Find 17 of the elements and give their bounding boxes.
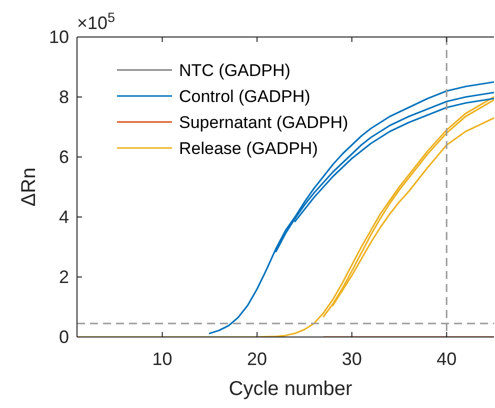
- legend-label: Supernatant (GADPH): [179, 113, 348, 132]
- y-tick-label: 2: [58, 267, 69, 287]
- x-axis-title: Cycle number: [228, 378, 353, 400]
- legend-label: Control (GADPH): [179, 87, 310, 106]
- y-tick-label: 4: [58, 207, 69, 227]
- y-tick-label: 8: [58, 87, 69, 107]
- text: ×10$^{5}$: [77, 10, 116, 33]
- y-tick-label: 0: [58, 327, 69, 347]
- x-tick-label: 40: [436, 349, 457, 369]
- x-tick-label: 30: [342, 349, 362, 369]
- legend-label: NTC (GADPH): [179, 61, 290, 80]
- y-tick-label: 10: [48, 27, 69, 47]
- y-axis-title: ΔRn: [18, 168, 40, 206]
- legend-label: Release (GADPH): [179, 139, 318, 158]
- x-tick-label: 20: [247, 349, 268, 369]
- y-tick-label: 6: [58, 147, 69, 167]
- x-tick-label: 10: [152, 349, 172, 369]
